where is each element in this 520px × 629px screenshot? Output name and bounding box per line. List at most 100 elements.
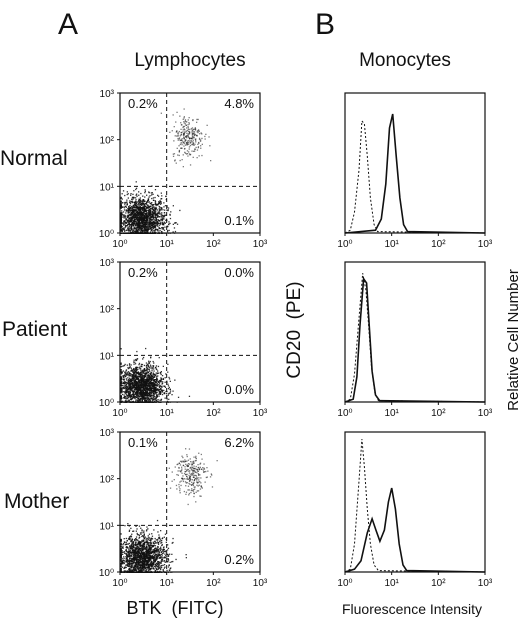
event-dot [133,361,135,363]
event-dot [120,547,122,550]
event-dot [131,375,133,378]
event-dot [129,569,131,571]
event-dot [126,397,128,399]
event-dot [124,372,127,374]
event-dot [146,368,148,370]
event-dot [142,381,144,383]
event-dot [143,383,145,385]
event-dot [145,205,147,207]
event-dot [148,542,150,544]
event-dot [155,379,157,381]
event-dot [138,399,140,401]
event-dot [130,557,132,559]
event-dot [148,211,150,213]
event-dot [167,209,169,212]
event-dot [155,228,157,230]
panel-b-title: Monocytes [359,50,451,71]
event-dot [158,205,160,208]
event-dot [139,228,142,230]
event-dot [128,221,130,223]
event-dot [132,543,135,545]
event-dot [163,564,166,566]
event-dot [151,383,153,385]
event-dot [131,219,134,221]
event-dot [138,386,141,388]
event-dot [167,383,169,385]
event-dot [149,216,151,219]
event-dot [150,205,152,208]
event-dot [186,132,188,134]
event-dot [130,552,132,554]
event-dot [121,372,123,374]
event-dot [133,375,135,377]
event-dot [132,371,134,373]
event-dot [141,395,144,397]
event-dot [141,547,143,549]
event-dot [171,542,173,544]
event-dot [161,207,163,210]
event-dot [132,558,134,560]
y-tick-label: 10¹ [100,521,115,532]
event-dot [129,390,131,392]
event-dot [145,381,148,383]
event-dot [134,554,137,557]
event-dot [120,225,122,227]
event-dot [147,564,149,566]
event-dot [135,200,137,202]
event-dot [120,212,122,215]
event-dot [198,130,200,132]
event-dot [129,383,131,386]
event-dot [177,154,179,156]
event-dot [129,210,131,212]
event-dot [161,215,163,217]
event-dot [151,232,153,234]
event-dot [133,377,135,379]
event-dot [137,555,139,557]
event-dot [122,551,125,553]
event-dot [128,556,130,558]
event-dot [138,202,140,205]
event-dot [120,550,122,552]
event-dot [130,540,132,543]
event-dot [137,223,139,226]
event-dot [146,378,148,380]
event-dot [137,395,140,397]
event-dot [138,227,140,229]
event-dot [188,153,191,155]
event-dot [147,563,150,565]
event-dot [130,379,133,382]
event-dot [145,541,147,544]
event-dot [138,552,140,554]
event-dot [161,218,164,220]
event-dot [134,370,136,372]
event-dot [134,204,137,207]
event-dot [154,375,156,378]
event-dot [147,212,150,214]
event-dot [145,557,147,559]
event-dot [136,369,138,371]
event-dot [166,401,168,403]
event-dot [154,228,156,231]
event-dot [153,399,155,401]
event-dot [137,212,139,214]
event-dot [130,227,133,229]
event-dot [144,208,146,210]
event-dot [158,548,160,550]
event-dot [123,381,125,383]
event-dot [160,560,162,562]
event-dot [188,133,191,135]
event-dot [177,132,179,134]
event-dot [125,225,127,227]
event-dot [163,216,166,218]
event-dot [152,221,155,224]
event-dot [161,198,163,200]
event-dot [129,220,131,222]
event-dot [140,387,142,389]
event-dot [128,548,130,550]
event-dot [159,224,161,226]
event-dot [145,203,147,205]
event-dot [140,544,142,547]
event-dot [120,232,122,234]
event-dot [141,232,143,234]
